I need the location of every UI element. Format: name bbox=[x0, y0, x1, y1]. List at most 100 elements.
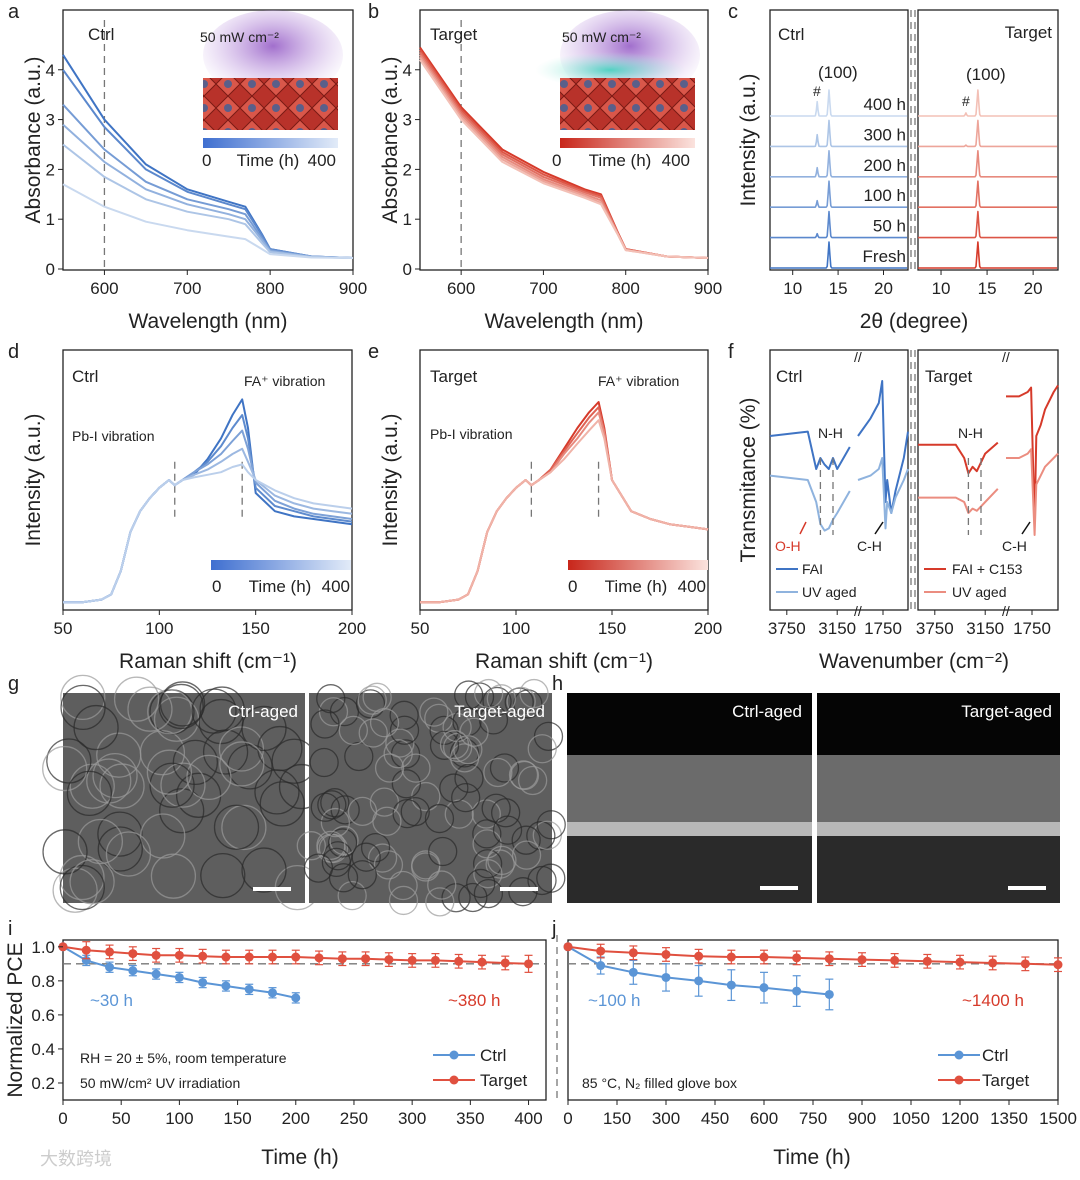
g-ctrl-sem-image-grain bbox=[149, 762, 195, 808]
f-target-fresh-line bbox=[1006, 384, 1059, 525]
g-ctrl-sem-image-grain bbox=[77, 818, 124, 865]
d-xtick-label: 150 bbox=[241, 619, 269, 638]
g-target-sem-image-grain bbox=[383, 739, 413, 769]
panel-letter-d: d bbox=[8, 341, 19, 363]
g-target-sem-image-grain bbox=[439, 729, 470, 760]
b-ytick-label: 2 bbox=[403, 160, 412, 179]
i-ylabel: Normalized PCE bbox=[4, 942, 27, 1097]
e-colorbar bbox=[568, 560, 708, 570]
g-target-sem-image-grain bbox=[536, 810, 566, 840]
b-cb-min: 0 bbox=[552, 151, 561, 170]
g-target-sem-image-grain bbox=[472, 829, 502, 859]
f-legend-fai: FAI bbox=[802, 561, 823, 577]
g-target-sem-image-grain bbox=[358, 718, 388, 748]
i-data-point bbox=[221, 952, 231, 962]
i-data-point bbox=[221, 981, 231, 991]
a-ytick-label: 4 bbox=[46, 61, 55, 80]
h-ctrl-cross-section-image-bright-layer bbox=[567, 822, 812, 836]
f-ctrl-fresh-line bbox=[769, 430, 851, 470]
b-series-line bbox=[419, 59, 709, 259]
g-ctrl-sem-image-grain bbox=[60, 684, 106, 731]
b-power-label: 50 mW cm⁻² bbox=[562, 29, 641, 45]
i-xtick-label: 350 bbox=[456, 1109, 484, 1128]
e-series-line bbox=[420, 419, 709, 604]
i-ytick-label: 0.4 bbox=[31, 1040, 55, 1059]
g-ctrl-sem-image-grain bbox=[241, 705, 287, 752]
i-data-point bbox=[291, 952, 301, 962]
j-xtick-label: 900 bbox=[848, 1109, 876, 1128]
g-target-sem-image-grain bbox=[401, 753, 431, 783]
g-target-sem-image-grain bbox=[411, 852, 441, 882]
j-data-point bbox=[563, 942, 573, 952]
j-xtick-label: 750 bbox=[799, 1109, 827, 1128]
c-right-impurity-label: # bbox=[962, 93, 970, 109]
j-legend-marker bbox=[954, 1050, 964, 1060]
j-data-point bbox=[694, 951, 704, 961]
g-target-sem-image-grain bbox=[473, 878, 504, 909]
i-note-1: RH = 20 ± 5%, room temperature bbox=[80, 1050, 287, 1066]
f-target-aged-line bbox=[918, 488, 999, 514]
b-xtick-label: 700 bbox=[529, 279, 557, 298]
g-target-sem-image-grain bbox=[517, 765, 548, 796]
f-oh-label: O-H bbox=[775, 538, 801, 554]
g-ctrl-sem-image-grain bbox=[42, 745, 88, 792]
panel-letter-j: j bbox=[551, 918, 556, 940]
g-target-sem-image-grain bbox=[388, 870, 418, 901]
g-target-sem-image-grain bbox=[527, 865, 557, 896]
i-ytick-label: 0.2 bbox=[31, 1074, 55, 1093]
c-time-label: 400 h bbox=[863, 95, 906, 114]
c-right-peak-label: (100) bbox=[966, 65, 1006, 84]
f-right-ch-label: C-H bbox=[1002, 538, 1027, 554]
d-cb-min: 0 bbox=[212, 577, 221, 596]
i-data-point bbox=[105, 962, 115, 972]
d-ylabel: Intensity (a.u.) bbox=[22, 413, 45, 546]
c-time-label: 100 h bbox=[863, 186, 906, 205]
i-data-point bbox=[267, 988, 277, 998]
i-data-point bbox=[198, 951, 208, 961]
g-ctrl-sem-image-scale-bar bbox=[253, 887, 291, 891]
c-left-peak-label: (100) bbox=[818, 63, 858, 82]
d-xtick-label: 50 bbox=[54, 619, 73, 638]
e-cb-label: Time (h) bbox=[605, 577, 668, 596]
panel-letter-i: i bbox=[8, 918, 12, 940]
i-data-point bbox=[407, 955, 417, 965]
g-target-sem-image-grain bbox=[519, 678, 549, 709]
i-data-point bbox=[430, 955, 440, 965]
h-target-cross-section-image-substrate bbox=[817, 836, 1060, 903]
e-cb-min: 0 bbox=[568, 577, 577, 596]
a-xtick-label: 800 bbox=[256, 279, 284, 298]
g-target-sem-image-grain bbox=[425, 887, 455, 917]
j-xtick-label: 150 bbox=[603, 1109, 631, 1128]
j-data-point bbox=[661, 972, 671, 982]
j-xtick-label: 1350 bbox=[990, 1109, 1028, 1128]
g-right-label: Target-aged bbox=[454, 702, 545, 721]
e-ylabel: Intensity (a.u.) bbox=[379, 413, 402, 546]
g-target-sem-image-grain bbox=[511, 825, 541, 855]
f-left-title: Ctrl bbox=[776, 367, 802, 386]
g-ctrl-sem-image-grain bbox=[146, 749, 193, 795]
g-ctrl-sem-image-grain bbox=[59, 854, 105, 901]
j-data-point bbox=[1020, 959, 1030, 969]
i-data-point bbox=[244, 952, 254, 962]
i-note-2: 50 mW/cm² UV irradiation bbox=[80, 1075, 240, 1091]
j-note: 85 °C, N₂ filled glove box bbox=[582, 1075, 737, 1091]
d-fa-label: FA⁺ vibration bbox=[244, 373, 325, 389]
j-xtick-label: 1050 bbox=[892, 1109, 930, 1128]
g-ctrl-sem-image-grain bbox=[159, 788, 205, 834]
f-ch-arrow-icon bbox=[1021, 521, 1031, 535]
a-xlabel: Wavelength (nm) bbox=[128, 310, 287, 333]
j-xtick-label: 1200 bbox=[941, 1109, 979, 1128]
j-data-point bbox=[726, 952, 736, 962]
i-legend-ctrl: Ctrl bbox=[480, 1046, 506, 1065]
panel-letter-f: f bbox=[728, 341, 734, 363]
f-target-frame bbox=[917, 349, 1059, 611]
j-data-point bbox=[759, 983, 769, 993]
g-target-sem-image-grain bbox=[316, 684, 346, 714]
j-data-point bbox=[628, 948, 638, 958]
b-xtick-label: 900 bbox=[694, 279, 722, 298]
f-legend-fai-c153: FAI + C153 bbox=[952, 561, 1023, 577]
g-target-sem-image-grain bbox=[362, 682, 392, 712]
c-ctrl-pattern-line bbox=[770, 89, 908, 117]
g-ctrl-sem-image-grain bbox=[191, 688, 237, 734]
d-cb-label: Time (h) bbox=[249, 577, 312, 596]
